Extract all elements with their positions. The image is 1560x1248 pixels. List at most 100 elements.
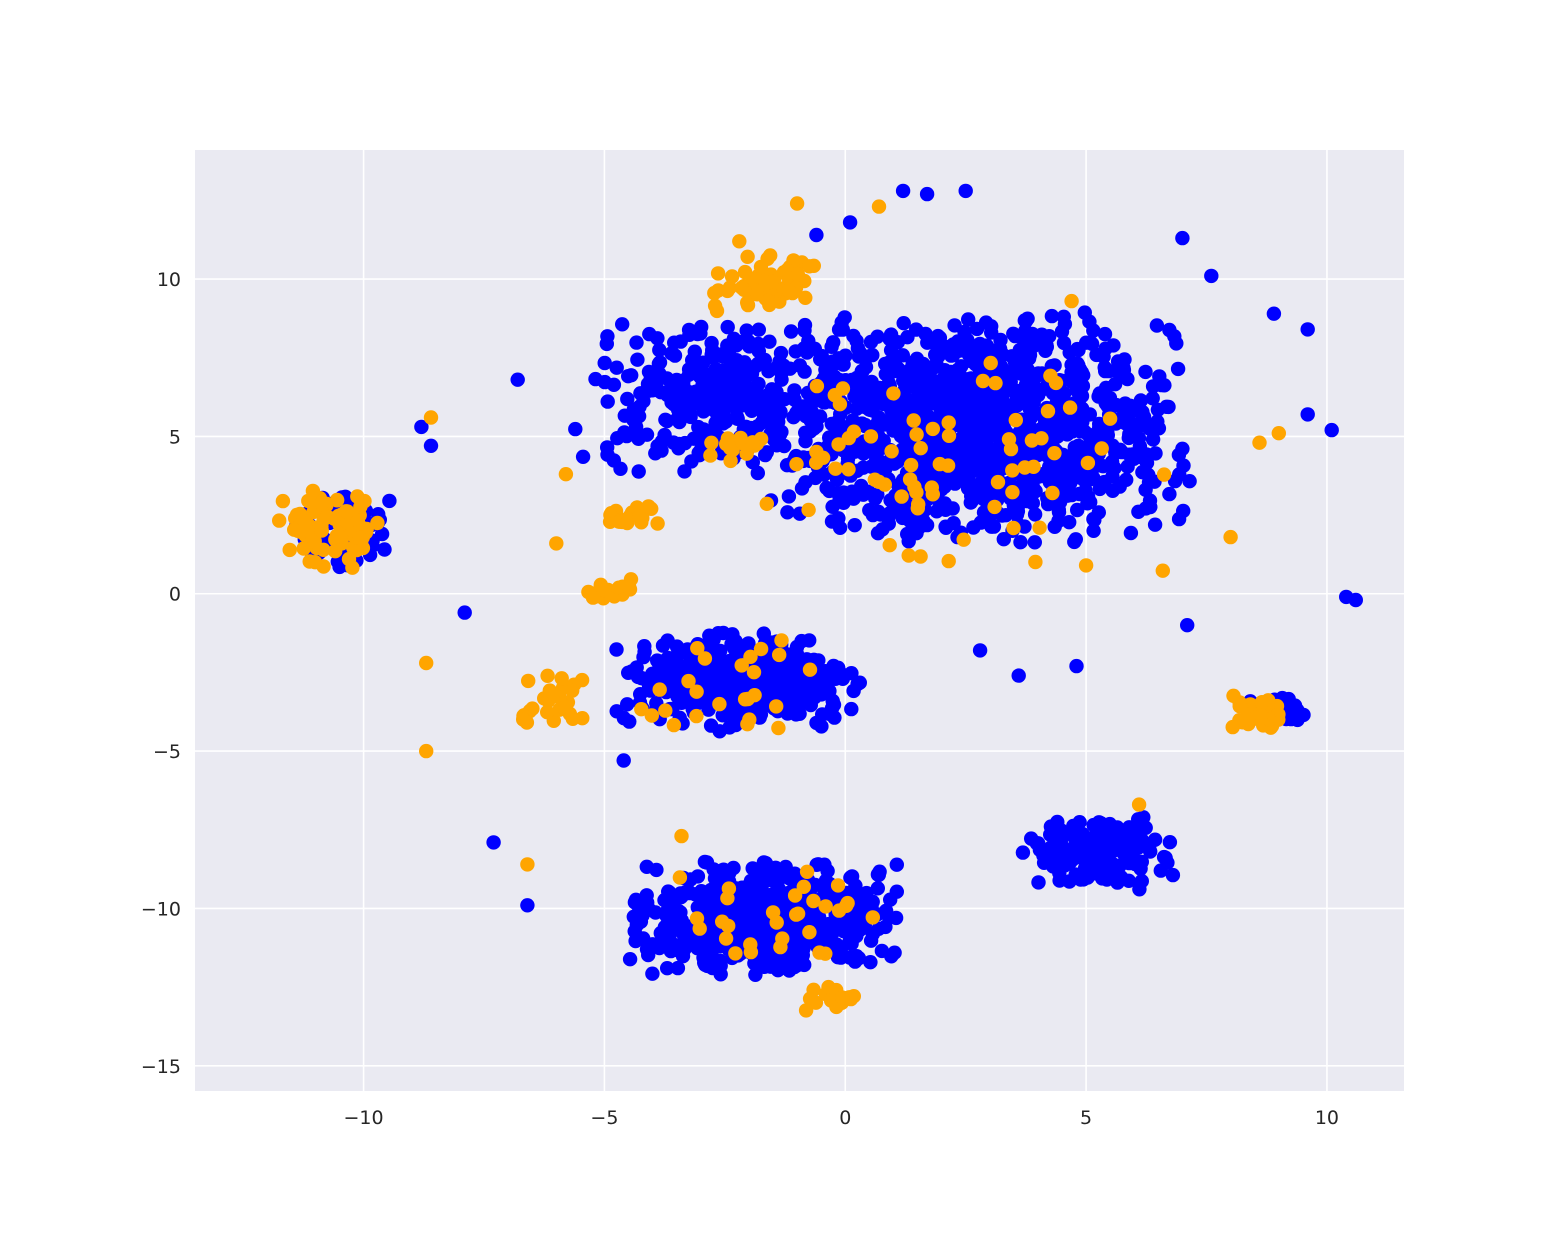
orange-point [521,673,536,689]
orange-point [913,441,928,456]
orange-point [901,548,916,563]
blue-point [1149,318,1165,333]
blue-point [1013,383,1028,399]
orange-point [830,878,846,893]
blue-point [667,348,683,363]
blue-point [855,363,870,379]
blue-point [895,183,911,199]
blue-point [809,715,824,731]
blue-point [1011,668,1026,683]
orange-point [956,532,971,547]
blue-point [826,697,842,712]
blue-point [414,419,429,435]
orange-point [728,946,743,961]
blue-point [1145,432,1161,447]
orange-point [723,453,738,469]
blue-point [830,950,846,965]
orange-point [554,671,569,686]
blue-point [784,945,799,960]
blue-point [1131,838,1146,854]
orange-point [689,684,704,699]
blue-point [1067,440,1083,455]
blue-point [1112,858,1128,873]
blue-point [510,372,525,387]
blue-point [1180,618,1195,633]
orange-point [1156,467,1172,482]
blue-point [627,895,643,910]
orange-point [882,538,897,553]
orange-point [419,743,434,759]
blue-point [825,499,840,514]
blue-point [1145,391,1160,406]
orange-point [282,542,297,558]
orange-point [1005,463,1020,478]
blue-point [1119,472,1134,487]
blue-point [1027,535,1043,550]
blue-point [1006,326,1021,341]
orange-point [734,658,749,673]
blue-point [694,379,710,394]
blue-point [884,949,899,964]
blue-point [1012,425,1027,441]
blue-point [1107,377,1123,392]
blue-point [938,520,954,535]
blue-point [1086,511,1101,527]
orange-point [828,461,843,476]
blue-point [1204,268,1219,284]
blue-point [742,339,757,354]
blue-point [708,647,724,663]
blue-point [952,391,967,406]
orange-point [941,428,957,443]
blue-point [783,324,799,339]
blue-point [937,496,952,511]
orange-point [672,870,688,885]
blue-point [918,326,933,342]
orange-point [314,523,329,538]
blue-point [748,967,763,982]
orange-point [925,487,940,502]
orange-point [815,450,831,465]
orange-point [1062,400,1078,415]
orange-point [1080,455,1096,471]
orange-point [1040,403,1056,419]
orange-point [697,651,713,666]
blue-point [759,958,775,973]
blue-point [863,955,878,970]
blue-point [1175,230,1190,246]
orange-point [1271,426,1287,441]
orange-point [690,641,705,656]
orange-point [703,448,718,463]
blue-point [674,695,689,710]
blue-point [1093,847,1108,863]
blue-point [1013,535,1028,550]
blue-point [616,753,631,768]
orange-point [332,529,347,544]
blue-point [780,505,795,520]
blue-point [787,392,802,407]
blue-point [777,438,792,454]
blue-point [870,881,885,896]
blue-point [1092,416,1107,432]
orange-point [932,456,947,472]
orange-point [370,515,385,531]
blue-point [1042,459,1057,475]
orange-point [789,196,805,211]
blue-point [916,513,931,529]
orange-point [841,462,856,477]
blue-point [650,331,665,346]
orange-point [350,489,365,504]
blue-point [930,397,945,412]
blue-point [639,427,655,442]
y-tick-label: 10 [157,269,181,291]
blue-point [672,414,687,430]
y-tick-label: −5 [153,741,181,763]
data-points [272,183,1364,1018]
blue-point [937,339,952,354]
blue-point [896,316,911,331]
blue-point [648,378,664,393]
blue-point [1114,444,1130,460]
blue-point [1066,818,1081,834]
orange-point [652,682,667,697]
blue-point [729,338,744,353]
y-tick-label: −10 [141,898,181,920]
